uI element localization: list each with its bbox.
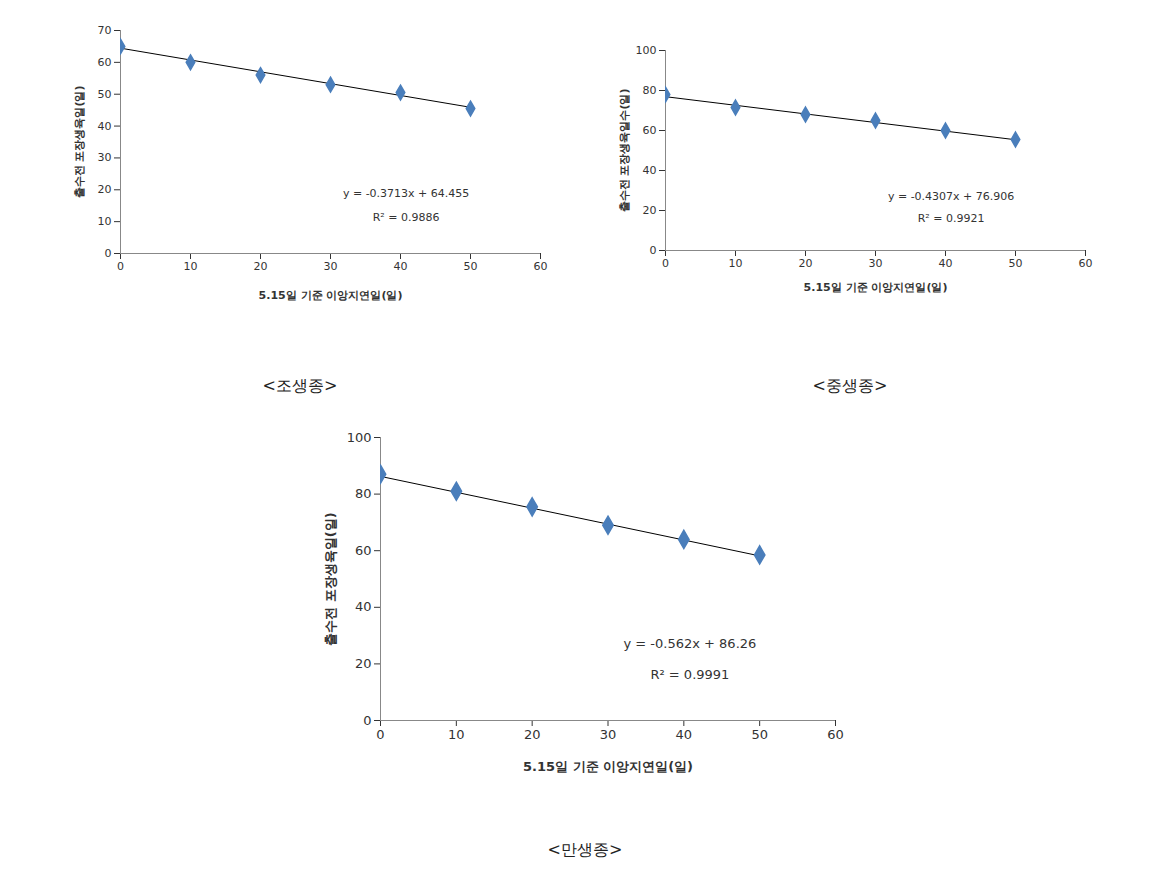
svg-text:출수전 포장생육일(일): 출수전 포장생육일(일) <box>323 512 338 645</box>
svg-text:30: 30 <box>869 257 883 270</box>
svg-text:30: 30 <box>600 727 617 742</box>
svg-text:30: 30 <box>98 151 112 164</box>
html-text:<조생종>: <조생종> <box>262 376 338 395</box>
svg-text:y = -0.4307x + 76.906: y = -0.4307x + 76.906 <box>888 190 1014 203</box>
svg-text:y = -0.562x + 86.26: y = -0.562x + 86.26 <box>623 636 756 651</box>
svg-text:40: 40 <box>355 599 372 614</box>
svg-text:0: 0 <box>662 257 669 270</box>
svg-text:0: 0 <box>650 244 657 257</box>
svg-text:10: 10 <box>98 215 112 228</box>
svg-text:100: 100 <box>636 44 657 57</box>
svg-text:0: 0 <box>363 713 371 728</box>
svg-text:5.15일 기준 이앙지연일(일): 5.15일 기준 이앙지연일(일) <box>259 289 403 302</box>
svg-text:80: 80 <box>643 84 657 97</box>
svg-text:10: 10 <box>729 257 743 270</box>
svg-text:0: 0 <box>105 247 112 260</box>
svg-text:50: 50 <box>98 88 112 101</box>
svg-text:20: 20 <box>643 204 657 217</box>
svg-text:60: 60 <box>827 727 844 742</box>
svg-text:0: 0 <box>376 727 384 742</box>
html-text:<만생종>: <만생종> <box>547 840 623 859</box>
svg-text:40: 40 <box>98 120 112 133</box>
svg-text:50: 50 <box>751 727 768 742</box>
svg-text:R² = 0.9921: R² = 0.9921 <box>918 212 985 225</box>
svg-text:20: 20 <box>254 260 268 273</box>
svg-text:40: 40 <box>676 727 693 742</box>
svg-text:100: 100 <box>347 430 372 445</box>
svg-text:20: 20 <box>799 257 813 270</box>
svg-text:60: 60 <box>534 260 548 273</box>
svg-text:10: 10 <box>448 727 465 742</box>
svg-text:20: 20 <box>524 727 541 742</box>
svg-text:y = -0.3713x + 64.455: y = -0.3713x + 64.455 <box>343 187 469 200</box>
svg-text:30: 30 <box>324 260 338 273</box>
svg-text:60: 60 <box>643 124 657 137</box>
svg-text:60: 60 <box>355 543 372 558</box>
html-text:<중생종>: <중생종> <box>812 376 888 395</box>
svg-text:R² = 0.9886: R² = 0.9886 <box>373 211 440 224</box>
svg-text:출수전 포장생육일(일): 출수전 포장생육일(일) <box>73 86 86 199</box>
svg-text:20: 20 <box>98 183 112 196</box>
svg-text:50: 50 <box>464 260 478 273</box>
svg-text:출수전 포장생육일수(일): 출수전 포장생육일수(일) <box>618 89 631 213</box>
svg-text:R² = 0.9991: R² = 0.9991 <box>650 667 729 682</box>
svg-text:60: 60 <box>1079 257 1093 270</box>
svg-text:40: 40 <box>939 257 953 270</box>
svg-text:10: 10 <box>184 260 198 273</box>
svg-text:5.15일 기준 이앙지연일(일): 5.15일 기준 이앙지연일(일) <box>804 281 948 294</box>
svg-text:60: 60 <box>98 56 112 69</box>
svg-text:20: 20 <box>355 656 372 671</box>
svg-text:40: 40 <box>394 260 408 273</box>
svg-text:40: 40 <box>643 164 657 177</box>
svg-text:80: 80 <box>355 486 372 501</box>
svg-text:50: 50 <box>1009 257 1023 270</box>
svg-text:5.15일 기준 이앙지연일(일): 5.15일 기준 이앙지연일(일) <box>523 759 693 774</box>
svg-text:70: 70 <box>98 24 112 37</box>
svg-text:0: 0 <box>117 260 124 273</box>
